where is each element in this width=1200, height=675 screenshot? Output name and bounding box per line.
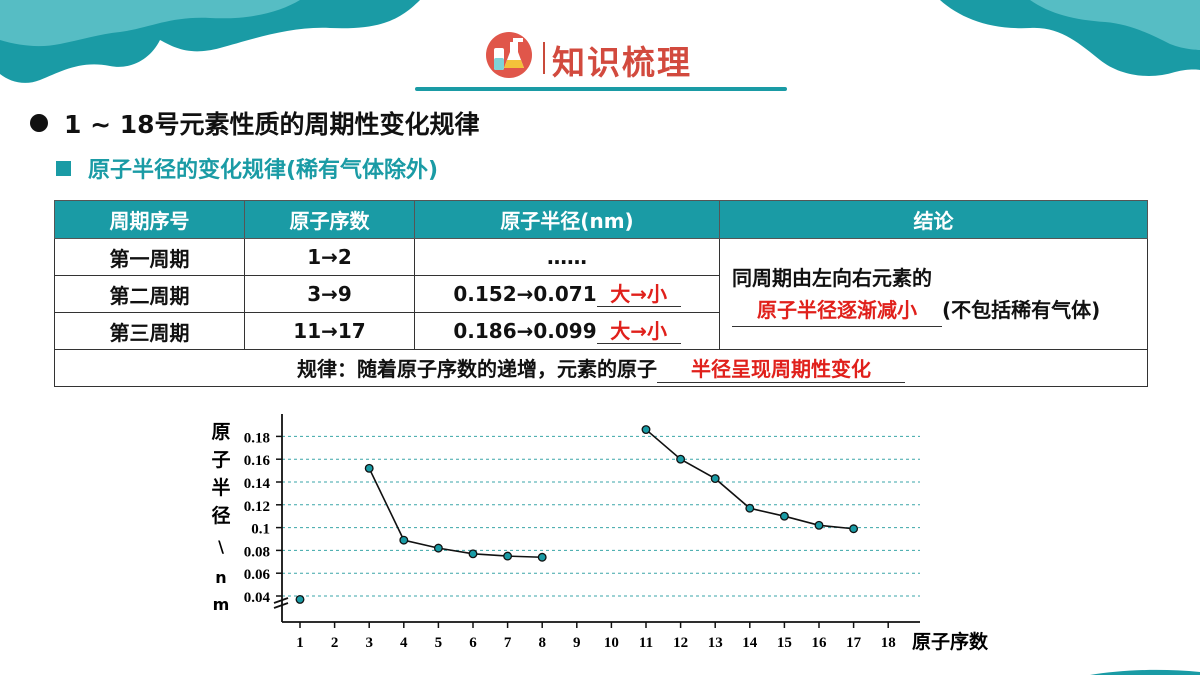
- x-tick-label: 17: [846, 635, 862, 651]
- y-tick-label: 0.18: [244, 430, 270, 446]
- y-tick-label: 0.14: [244, 476, 271, 492]
- x-axis-label: 原子序数: [912, 630, 989, 653]
- numbers-cell: 1→2: [244, 238, 415, 276]
- radius-table: 周期序号 原子序数 原子半径(nm) 结论 第一周期 1→2 …… 同周期由左向…: [54, 200, 1148, 387]
- numbers-cell: 3→9: [244, 275, 415, 313]
- header: 知识梳理: [0, 0, 1200, 100]
- y-tick-label: 0.1: [251, 522, 270, 538]
- radius-chart: 0.040.060.080.10.120.140.160.181 2 3 4 5 6 7 8 9…: [211, 414, 989, 653]
- x-tick-label: 4: [400, 635, 408, 651]
- radius-value: ……: [547, 245, 587, 269]
- x-tick-label: 15: [777, 635, 792, 651]
- y-axis-label-char: 径: [211, 505, 230, 527]
- y-tick-label: 0.12: [244, 499, 270, 515]
- data-point: [468, 549, 478, 559]
- x-tick-label: 16: [812, 635, 828, 651]
- data-point: [641, 425, 651, 435]
- data-point: [537, 552, 547, 562]
- period-cell: 第二周期: [54, 275, 245, 313]
- x-tick-label: 9: [573, 635, 581, 651]
- table-header: 原子序数: [244, 200, 415, 239]
- table-header: 原子半径(nm): [414, 200, 720, 239]
- data-point: [849, 524, 859, 534]
- conclusion-note: (不包括稀有气体): [942, 297, 1101, 322]
- y-axis-label-char: 子: [211, 449, 230, 471]
- x-tick-label: 1: [296, 635, 304, 651]
- period-cell: 第三周期: [54, 312, 245, 350]
- answer-blank: 大→小: [596, 282, 681, 307]
- y-tick-label: 0.06: [244, 567, 271, 583]
- conclusion-answer: 原子半径逐渐减小: [732, 294, 942, 327]
- axis-break-icon: [273, 597, 289, 609]
- y-axis-label-char: m: [213, 595, 230, 614]
- table-row: 第一周期 1→2 …… 同周期由左向右元素的 原子半径逐渐减小 (不包括稀有气体): [54, 238, 1148, 350]
- data-point: [779, 511, 789, 521]
- x-tick-label: 7: [504, 635, 512, 651]
- x-tick-label: 10: [604, 635, 619, 651]
- conclusion-cell: 同周期由左向右元素的 原子半径逐渐减小 (不包括稀有气体): [719, 238, 1148, 350]
- radius-cell: 0.186→0.099 大→小: [414, 312, 720, 350]
- x-tick-label: 13: [708, 635, 723, 651]
- x-tick-label: 11: [639, 635, 653, 651]
- page-title: 知识梳理: [552, 43, 692, 82]
- radius-value: 0.186→0.099: [453, 318, 597, 343]
- y-tick-label: 0.08: [244, 544, 270, 560]
- x-tick-label: 18: [881, 635, 896, 651]
- series-line: [368, 467, 543, 559]
- x-tick-label: 8: [538, 635, 546, 651]
- radius-cell: ……: [414, 238, 720, 276]
- data-point: [503, 551, 513, 561]
- y-tick-label: 0.16: [244, 453, 271, 469]
- rule-cell: 规律：随着原子序数的递增，元素的原子 半径呈现周期性变化: [54, 349, 1148, 387]
- data-point: [676, 454, 686, 464]
- y-axis-label-char: n: [215, 568, 226, 587]
- subsection-title: 原子半径的变化规律(稀有气体除外): [88, 158, 439, 183]
- x-tick-label: 2: [331, 635, 339, 651]
- data-point: [433, 543, 443, 553]
- table-header-row: 周期序号 原子序数 原子半径(nm) 结论: [54, 200, 1148, 239]
- header-underline: [415, 87, 787, 91]
- answer-blank: 大→小: [596, 319, 681, 344]
- x-tick-label: 3: [365, 635, 373, 651]
- bullet-square-icon: [56, 161, 71, 176]
- rule-text: 规律：随着原子序数的递增，元素的原子: [297, 357, 657, 381]
- chemistry-flask-icon: [486, 32, 532, 78]
- table-header: 结论: [719, 200, 1148, 239]
- y-axis-label-char: 原: [211, 421, 230, 443]
- x-tick-label: 6: [469, 635, 477, 651]
- numbers-cell: 11→17: [244, 312, 415, 350]
- y-axis-label-char: \: [218, 537, 224, 556]
- section-title: 1 ~ 18号元素性质的周期性变化规律: [64, 110, 480, 139]
- radius-cell: 0.152→0.071 大→小: [414, 275, 720, 313]
- table-row: 第二周期 3→9 0.152→0.071 大→小: [54, 275, 1148, 313]
- x-tick-label: 12: [673, 635, 688, 651]
- data-point: [399, 535, 409, 545]
- data-point: [745, 503, 755, 513]
- y-axis-label-char: 半: [211, 476, 230, 499]
- x-tick-label: 14: [742, 635, 758, 651]
- data-point: [295, 594, 305, 604]
- header-divider: [543, 42, 545, 74]
- table-row: 第三周期 11→17 0.186→0.099 大→小: [54, 312, 1148, 350]
- data-point: [364, 463, 374, 473]
- bullet-dot-icon: [30, 114, 48, 132]
- table-header: 周期序号: [54, 200, 245, 239]
- rule-row: 规律：随着原子序数的递增，元素的原子 半径呈现周期性变化: [54, 349, 1148, 387]
- conclusion-text: 同周期由左向右元素的: [732, 265, 932, 290]
- x-tick-label: 5: [435, 635, 443, 651]
- series-line: [645, 428, 854, 530]
- data-point: [710, 474, 720, 484]
- radius-value: 0.152→0.071: [453, 281, 597, 306]
- y-tick-label: 0.04: [244, 590, 271, 606]
- rule-answer: 半径呈现周期性变化: [657, 353, 905, 383]
- period-cell: 第一周期: [54, 238, 245, 276]
- data-point: [814, 520, 824, 530]
